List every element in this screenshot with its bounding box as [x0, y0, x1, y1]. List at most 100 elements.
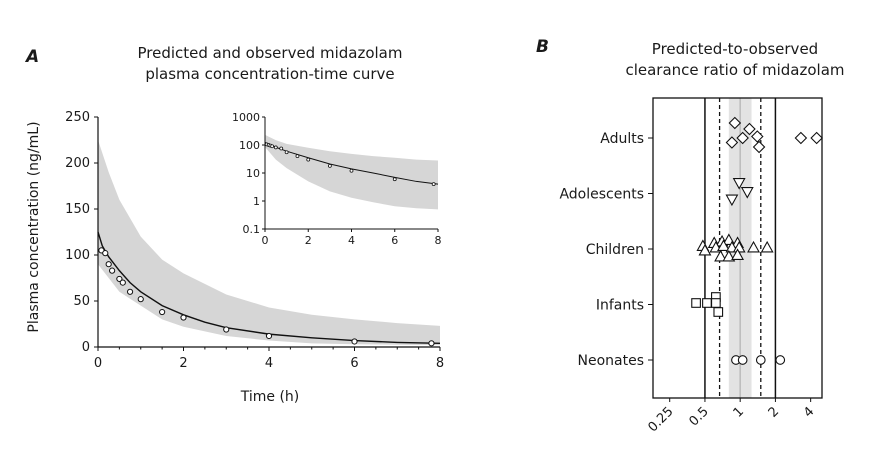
panel-a-title-line1: Predicted and observed midazolam — [138, 44, 403, 62]
main-x-tick-label: 8 — [436, 356, 444, 371]
main-y-axis-label: Plasma concentration (ng/mL) — [26, 121, 42, 332]
main-y-tick-label: 0 — [82, 340, 90, 355]
main-y-tick-label: 100 — [65, 248, 90, 263]
ratio-point-diamond — [794, 131, 808, 145]
inset-observed-point — [306, 157, 311, 162]
inset-y-tick-label: 1 — [253, 195, 260, 208]
ratio-point-triangle-down — [732, 178, 746, 190]
ratio-x-tick-label: 4 — [801, 404, 817, 420]
main-prediction-band — [98, 140, 440, 346]
ratio-category-label: Children — [586, 242, 644, 258]
inset-y-tick-label: 10 — [246, 167, 260, 180]
ratio-point-triangle-up — [747, 240, 760, 253]
ratio-point-triangle-up — [722, 249, 736, 262]
panel-a-letter: A — [24, 47, 39, 67]
inset-observed-point — [295, 154, 300, 159]
ratio-point-triangle-up — [714, 249, 728, 262]
main-x-tick-label: 4 — [265, 356, 273, 371]
inset-plot: 0.1 1 10 100 1000 0 2 4 6 8 — [232, 111, 442, 247]
main-x-tick-label: 0 — [94, 356, 102, 371]
main-observed-point — [265, 332, 273, 340]
ratio-point-diamond — [752, 140, 766, 154]
inset-axes-layer: 0.1 1 10 100 1000 0 2 4 6 8 — [232, 111, 442, 247]
inset-observed-point — [327, 163, 332, 168]
inset-x-tick-label: 4 — [348, 234, 355, 247]
ratio-x-tick-label: 0.25 — [645, 404, 676, 435]
ratio-point-triangle-up — [760, 240, 774, 253]
ratio-point-diamond — [810, 131, 823, 145]
inset-x-tick-label: 2 — [305, 234, 312, 247]
inset-y-tick-label: 1000 — [232, 111, 260, 124]
main-observed-point — [180, 314, 187, 321]
panel-a-title-line2: plasma concentration-time curve — [145, 65, 394, 83]
inset-x-tick-label: 0 — [262, 234, 269, 247]
inset-observed-point — [284, 150, 289, 155]
ratio-point-triangle-up — [731, 248, 745, 260]
panel-b-title-line2: clearance ratio of midazolam — [625, 61, 844, 79]
main-observed-point — [102, 250, 109, 257]
ratio-point-circle — [755, 355, 766, 365]
main-observed-point — [116, 275, 123, 283]
main-y-tick-label: 150 — [65, 202, 90, 217]
main-y-tick-label: 250 — [65, 110, 90, 125]
ratio-point-square — [691, 298, 701, 308]
main-observed-point — [109, 267, 116, 274]
panel-b-letter: B — [536, 37, 549, 57]
ratio-points-layer — [691, 116, 823, 365]
main-observed-point — [159, 308, 166, 316]
ratio-category-label: Neonates — [578, 353, 645, 369]
ratio-point-square — [702, 298, 712, 308]
inset-observed-point — [392, 177, 397, 182]
ratio-x-tick-label: 1 — [731, 404, 747, 420]
ratio-point-diamond — [751, 130, 764, 143]
inset-y-tick-label: 0.1 — [243, 223, 261, 236]
ratio-plot-frame — [652, 97, 823, 399]
inset-y-tick-label: 100 — [239, 139, 260, 152]
main-band-layer — [98, 140, 440, 346]
ratio-x-tick-label: 2 — [766, 404, 782, 420]
inset-observed-point — [431, 182, 436, 187]
main-observed-point — [105, 261, 112, 268]
ratio-point-diamond — [736, 131, 749, 145]
main-points-layer — [98, 247, 435, 347]
ratio-point-diamond — [728, 116, 742, 130]
main-observed-point — [126, 288, 134, 295]
inset-x-tick-label: 6 — [391, 234, 398, 247]
main-observed-point — [223, 326, 230, 333]
main-observed-point — [119, 279, 126, 286]
inset-points-layer — [264, 142, 436, 187]
ratio-point-triangle-up — [717, 239, 730, 251]
ratio-point-circle — [737, 355, 748, 365]
inset-x-tick-label: 8 — [435, 234, 442, 247]
ratio-point-diamond — [743, 122, 756, 136]
ratio-point-circle — [775, 355, 786, 365]
main-y-tick-label: 50 — [73, 294, 90, 309]
ratio-x-tick-label: 0.5 — [687, 404, 712, 429]
ratio-point-diamond — [725, 136, 739, 149]
main-observed-point — [428, 340, 435, 347]
ratio-point-square — [713, 307, 724, 317]
inset-observed-point — [273, 145, 278, 150]
ratio-point-triangle-down — [740, 187, 754, 199]
main-y-tick-label: 200 — [65, 156, 90, 171]
ratio-plot: Adults Adolescents Children Infants Neonates… — [559, 97, 823, 435]
ratio-axes-layer: Adults Adolescents Children Infants Neonates… — [559, 97, 823, 435]
ratio-category-label: Infants — [596, 298, 644, 314]
ratio-category-label: Adults — [600, 131, 644, 147]
ratio-point-square — [711, 298, 721, 308]
main-x-tick-label: 6 — [350, 356, 358, 371]
main-observed-point — [351, 338, 358, 345]
inset-observed-point — [279, 146, 284, 151]
inset-observed-point — [270, 144, 275, 149]
inset-observed-point — [349, 168, 354, 173]
ratio-category-label: Adolescents — [559, 187, 644, 203]
ratio-point-triangle-up — [698, 243, 712, 256]
main-observed-point — [137, 296, 144, 303]
ratio-point-triangle-down — [725, 194, 739, 207]
main-x-axis-label: Time (h) — [240, 389, 300, 405]
panel-b-title-line1: Predicted-to-observed — [652, 40, 818, 58]
main-x-tick-label: 2 — [179, 356, 187, 371]
